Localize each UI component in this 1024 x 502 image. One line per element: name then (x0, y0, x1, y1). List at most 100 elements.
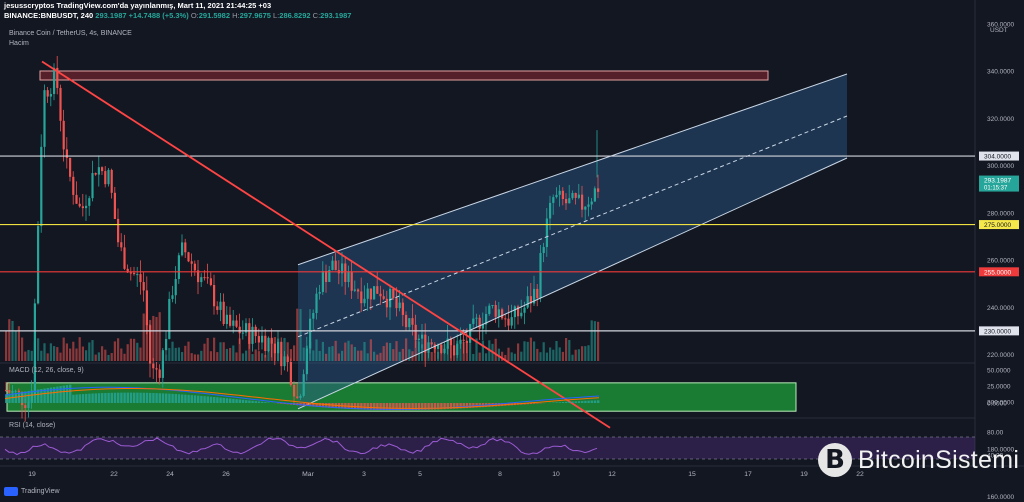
candle-body (264, 335, 267, 352)
candle-body (69, 157, 72, 177)
volume-bar (545, 352, 548, 361)
candle-body (453, 345, 456, 356)
macd-histogram-bar (53, 387, 56, 403)
volume-bar (453, 352, 456, 361)
candle-body (331, 260, 334, 270)
candle-body (577, 194, 580, 198)
volume-bar (299, 309, 302, 361)
macd-histogram-bar (437, 403, 440, 410)
candle-body (46, 90, 49, 97)
volume-bar (472, 353, 475, 361)
macd-histogram-bar (139, 392, 142, 403)
rsi-line (4, 437, 598, 456)
macd-legend[interactable]: MACD (12, 26, close, 9) (9, 367, 84, 374)
candle-body (293, 384, 296, 397)
candle-body (446, 338, 449, 349)
macd-histogram-bar (174, 394, 177, 403)
macd-histogram-bar (440, 403, 443, 410)
candle-body (110, 169, 113, 193)
candle-body (501, 309, 504, 319)
candle-body (43, 90, 46, 147)
volume-bar (145, 315, 148, 361)
macd-histogram-bar (254, 401, 257, 403)
volume-bar (360, 350, 363, 361)
low-label: L: (273, 11, 280, 20)
candle-body (459, 339, 462, 344)
candle-body (225, 314, 228, 324)
volume-bar (366, 353, 369, 361)
macd-histogram-bar (318, 403, 321, 408)
volume-bar (225, 348, 228, 361)
candle-body (421, 334, 424, 339)
candle-body (139, 274, 142, 283)
candle-body (184, 242, 187, 253)
macd-histogram-bar (229, 398, 232, 403)
candle-body (533, 288, 536, 304)
candle-body (385, 298, 388, 308)
candle-body (206, 277, 209, 279)
time-tick-label: 8 (498, 471, 502, 478)
macd-histogram-bar (398, 403, 401, 411)
macd-histogram-bar (200, 395, 203, 403)
rsi-legend[interactable]: RSI (14, close) (9, 422, 56, 429)
volume-bar (526, 341, 529, 361)
close-value: 293.1987 (320, 11, 352, 20)
level-price-tag (979, 151, 1019, 161)
high-value: 297.9675 (239, 11, 271, 20)
volume-bar (574, 349, 577, 361)
volume-bar (536, 348, 539, 361)
macd-histogram-bar (465, 403, 469, 409)
candle-body (302, 374, 305, 396)
volume-bar (78, 337, 81, 361)
macd-histogram-bar (17, 392, 21, 403)
volume-bar (88, 342, 91, 361)
macd-line (4, 386, 600, 410)
volume-bar (462, 342, 465, 361)
volume-bar (49, 343, 52, 361)
macd-histogram-bar (129, 392, 133, 403)
macd-histogram-bar (267, 402, 270, 403)
macd-histogram-bar (392, 403, 395, 411)
pair-label: BINANCE:BNBUSDT, 240 (4, 11, 94, 20)
macd-histogram-bar (382, 403, 385, 411)
volume-legend[interactable]: Hacim (9, 40, 29, 47)
macd-histogram-bar (558, 402, 561, 403)
candle-body (81, 206, 84, 209)
volume-bar (174, 347, 177, 361)
macd-histogram-bar (321, 403, 325, 408)
macd-histogram-bar (123, 392, 126, 403)
price-axis: 360.0000 340.0000 320.0000 300.0000 280.0000… (979, 21, 1019, 501)
macd-histogram-bar (197, 395, 200, 403)
candle-body (238, 326, 241, 334)
low-value: 286.8292 (279, 11, 311, 20)
macd-histogram-bar (168, 393, 171, 403)
macd-histogram-bar (456, 403, 459, 409)
channel-mid-line (297, 115, 848, 338)
level-price-tag (979, 220, 1019, 230)
volume-bar (430, 352, 433, 361)
candle-body (8, 390, 11, 393)
macd-histogram-bar (584, 400, 587, 403)
candle-body (245, 323, 248, 333)
volume-bar (107, 354, 110, 361)
rsi-tick-label: 80.00 (987, 430, 1004, 437)
macd-histogram-bar (427, 403, 430, 410)
volume-bar (177, 347, 180, 361)
volume-bar (331, 346, 334, 361)
tradingview-logo[interactable]: TradingView (4, 487, 60, 496)
volume-bar (46, 353, 49, 361)
macd-histogram-bar (190, 395, 193, 403)
candle-body (379, 293, 382, 297)
volume-bar (254, 349, 257, 361)
volume-bar (232, 345, 235, 361)
volume-bar (565, 338, 568, 361)
macd-histogram-bar (59, 386, 62, 403)
macd-histogram-bar (126, 392, 129, 403)
volume-bar (555, 340, 558, 361)
candle-body (587, 204, 590, 207)
macd-histogram-bar (597, 400, 600, 403)
macd-histogram-bar (37, 389, 40, 403)
volume-bar (539, 352, 542, 361)
candle-body (478, 317, 481, 329)
